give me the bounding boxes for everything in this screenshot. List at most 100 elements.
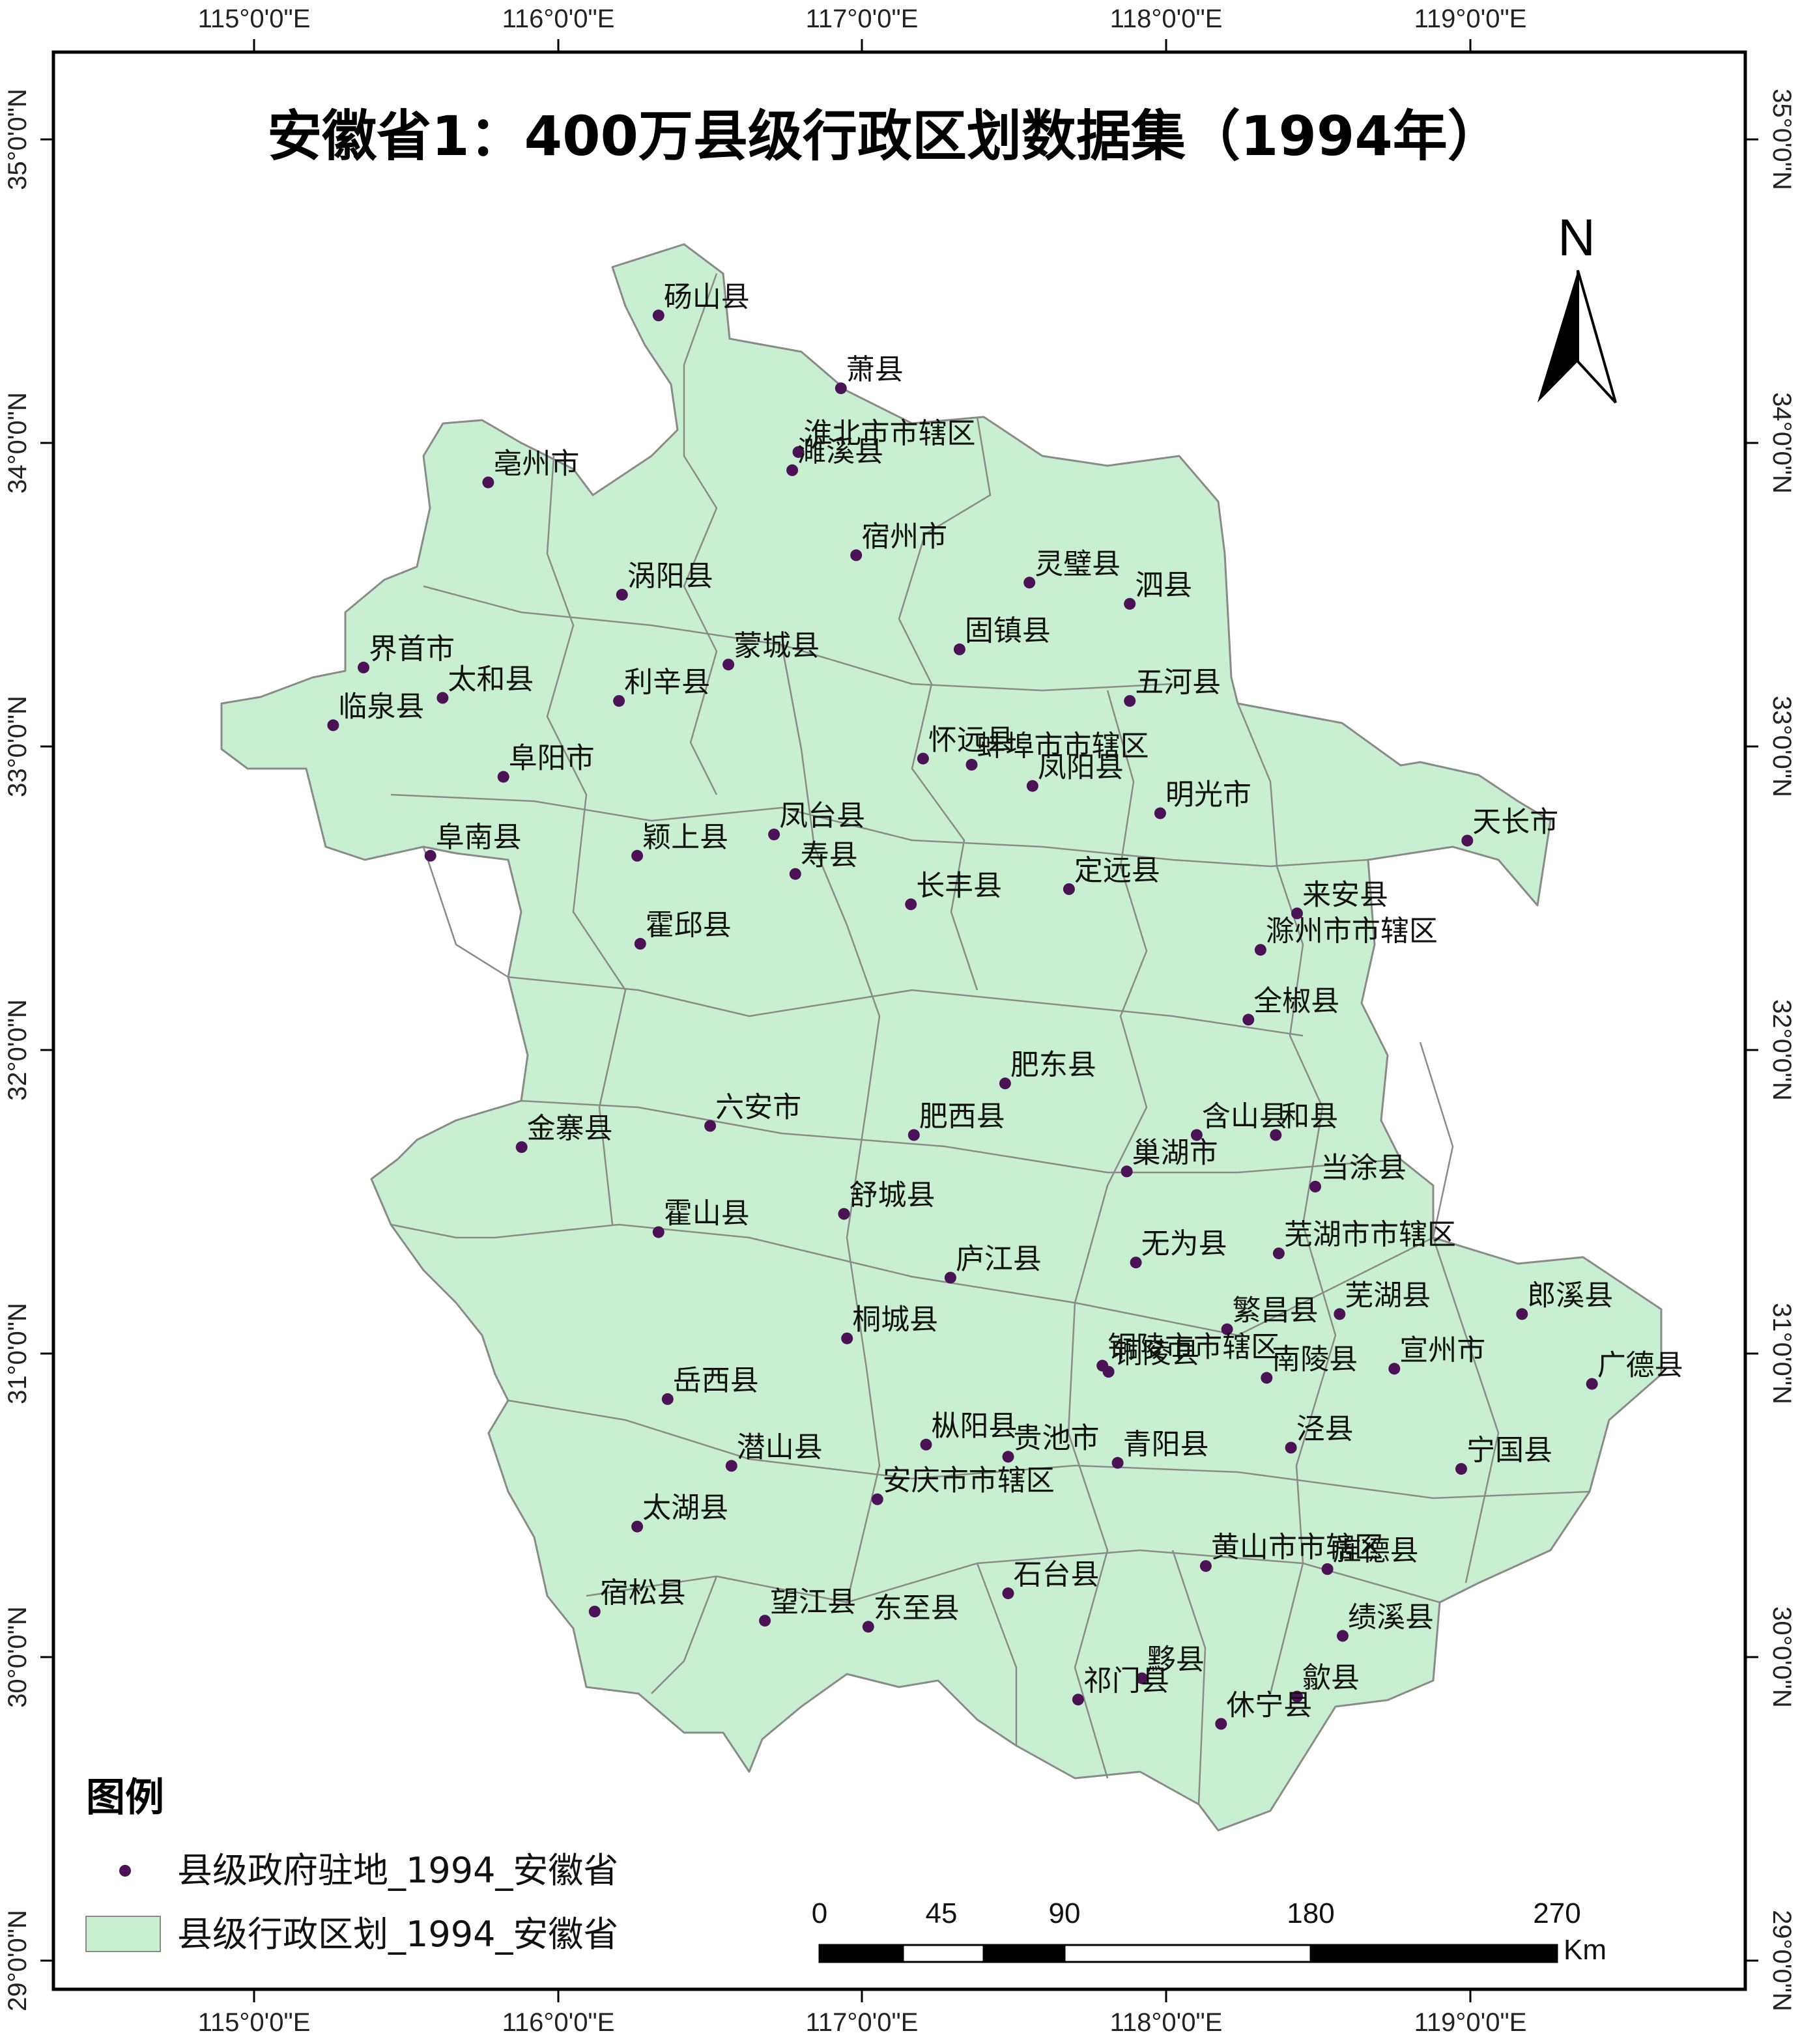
place-point <box>634 937 646 950</box>
place-point <box>613 695 625 707</box>
place-point <box>1461 834 1474 847</box>
place-point <box>327 719 339 731</box>
scale-segment-3 <box>982 1944 1066 1963</box>
scale-label-45: 45 <box>926 1897 958 1929</box>
north-arrow-right-half <box>1577 270 1617 404</box>
place-point <box>999 1077 1011 1090</box>
lat-label-right-30: 30°0'0"N <box>1767 1606 1796 1708</box>
place-label: 和县 <box>1281 1100 1338 1133</box>
place-label: 凤阳县 <box>1038 751 1124 784</box>
lon-label-bottom-119: 119°0'0"E <box>1414 2008 1527 2037</box>
place-marker: 东至县 <box>862 1591 960 1633</box>
place-point <box>1111 1456 1124 1469</box>
place-label: 祁门县 <box>1083 1664 1169 1697</box>
place-marker: 天长市 <box>1461 806 1558 847</box>
place-marker: 怀远县 <box>917 724 1014 765</box>
map-title: 安徽省1：400万县级行政区划数据集（1994年） <box>267 104 1502 168</box>
place-point <box>482 476 494 489</box>
place-marker: 五河县 <box>1124 666 1221 707</box>
place-marker: 芜湖市市辖区 <box>1272 1218 1456 1260</box>
place-point <box>768 829 780 841</box>
place-marker: 定远县 <box>1063 854 1160 895</box>
place-marker: 阜南县 <box>424 821 522 862</box>
place-marker: 凤阳县 <box>1026 751 1124 792</box>
place-marker: 铜陵市市辖区 <box>1096 1331 1279 1372</box>
place-marker: 广德县 <box>1586 1349 1683 1390</box>
lon-label-top-118: 118°0'0"E <box>1110 5 1223 33</box>
place-label: 当涂县 <box>1321 1152 1407 1185</box>
place-label: 东至县 <box>874 1591 960 1625</box>
place-marker: 巢湖市 <box>1121 1136 1218 1178</box>
place-point <box>1242 1014 1255 1026</box>
place-label: 郎溪县 <box>1527 1279 1613 1312</box>
place-point <box>862 1621 874 1633</box>
legend-point-symbol <box>119 1865 131 1877</box>
place-label: 南陵县 <box>1272 1342 1358 1376</box>
place-label: 繁昌县 <box>1233 1294 1319 1327</box>
place-marker: 宿松县 <box>588 1576 686 1618</box>
place-point <box>1221 1323 1233 1335</box>
place-marker: 祁门县 <box>1072 1664 1169 1706</box>
place-label: 长丰县 <box>916 869 1002 902</box>
place-point <box>1199 1560 1212 1572</box>
place-point <box>871 1493 883 1505</box>
place-marker: 萧县 <box>835 353 904 395</box>
place-point <box>1261 1372 1273 1384</box>
place-label: 望江县 <box>770 1585 856 1619</box>
place-label: 天长市 <box>1472 806 1558 839</box>
place-point <box>1136 1672 1148 1684</box>
place-label: 寿县 <box>801 839 858 872</box>
place-marker: 固镇县 <box>953 614 1051 655</box>
legend-point-label: 县级政府驻地_1994_安徽省 <box>177 1850 618 1891</box>
north-arrow-left-half <box>1537 270 1578 403</box>
lat-label-right-29: 29°0'0"N <box>1767 1910 1796 2011</box>
lon-label-bottom-118: 118°0'0"E <box>1110 2008 1223 2037</box>
place-point <box>358 661 369 674</box>
place-label: 淮北市市辖区 <box>804 417 976 450</box>
place-label: 桐城县 <box>852 1303 938 1337</box>
place-label: 蒙城县 <box>734 629 820 662</box>
place-label: 肥西县 <box>919 1100 1005 1133</box>
place-point <box>652 309 664 322</box>
place-marker: 寿县 <box>789 839 858 880</box>
place-point <box>424 849 436 862</box>
place-label: 无为县 <box>1141 1227 1227 1260</box>
place-point <box>953 643 965 655</box>
place-label: 宣州市 <box>1399 1333 1485 1367</box>
place-marker: 石台县 <box>1002 1558 1100 1600</box>
place-point <box>1215 1718 1227 1730</box>
scale-bar: 0 45 90 180 270 Km <box>812 1897 1607 1966</box>
north-arrow-label: N <box>1558 208 1595 266</box>
place-marker: 休宁县 <box>1215 1689 1312 1730</box>
lon-label-bottom-116: 116°0'0"E <box>502 2008 615 2037</box>
place-label: 固镇县 <box>965 614 1051 647</box>
place-marker: 桐城县 <box>841 1303 938 1344</box>
place-label: 涡阳县 <box>627 560 713 593</box>
lat-label-right-34: 34°0'0"N <box>1767 392 1796 494</box>
place-label: 霍山县 <box>664 1197 750 1230</box>
place-label: 五河县 <box>1135 666 1221 699</box>
lon-label-bottom-117: 117°0'0"E <box>806 2008 919 2037</box>
place-point <box>1321 1563 1334 1575</box>
scale-label-180: 180 <box>1287 1897 1334 1929</box>
place-label: 巢湖市 <box>1132 1136 1218 1169</box>
place-label: 宿松县 <box>600 1576 686 1610</box>
place-point <box>835 382 847 395</box>
place-label: 怀远县 <box>928 724 1014 757</box>
place-label: 阜南县 <box>436 821 522 854</box>
place-point <box>436 692 449 704</box>
place-point <box>725 1460 737 1472</box>
place-label: 舒城县 <box>850 1179 936 1212</box>
place-marker: 凤台县 <box>768 799 865 841</box>
place-marker: 含山县 <box>1190 1100 1288 1141</box>
place-point <box>759 1615 771 1627</box>
place-marker: 无为县 <box>1130 1227 1227 1269</box>
place-marker: 青阳县 <box>1111 1428 1209 1469</box>
place-point <box>704 1120 717 1132</box>
place-label: 庐江县 <box>956 1243 1042 1276</box>
place-marker: 黄山市市辖区 <box>1199 1531 1383 1572</box>
place-marker: 六安市 <box>704 1091 801 1132</box>
place-marker: 绩溪县 <box>1337 1600 1434 1642</box>
place-point <box>905 898 917 911</box>
